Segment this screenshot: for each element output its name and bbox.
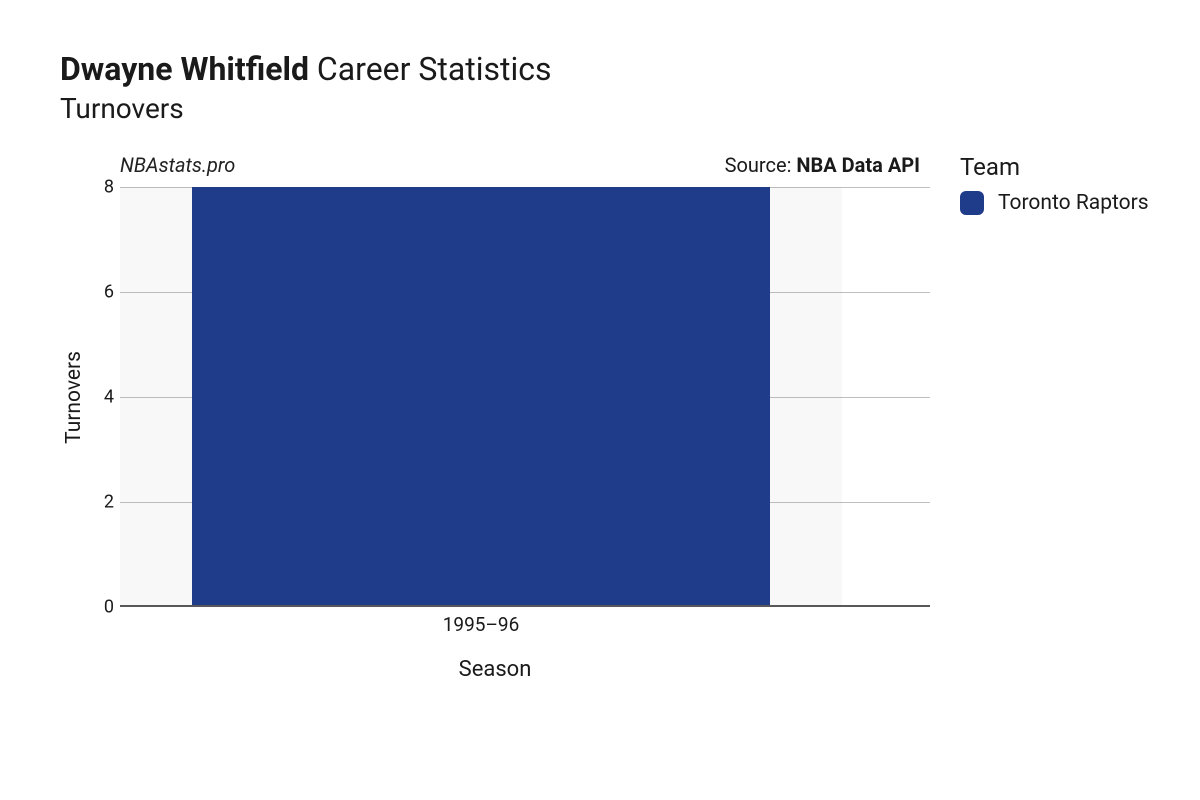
source-value: NBA Data API: [796, 153, 920, 177]
chart-container: Dwayne Whitfield Career Statistics Turno…: [0, 0, 1200, 722]
plot-row: Turnovers 02468: [60, 187, 930, 607]
x-axis-label: Season: [60, 657, 870, 682]
y-tick-label: 4: [104, 387, 114, 408]
y-tick-label: 6: [104, 282, 114, 303]
legend-swatch: [960, 191, 984, 215]
right-tick: [842, 502, 930, 503]
legend-item: Toronto Raptors: [960, 191, 1149, 215]
chart-body: NBAstats.pro Source: NBA Data API Turnov…: [60, 153, 1160, 682]
x-tick-label: 1995–96: [443, 613, 520, 636]
y-axis-ticks: 02468: [88, 187, 120, 607]
legend-label: Toronto Raptors: [998, 191, 1149, 215]
chart-main: NBAstats.pro Source: NBA Data API Turnov…: [60, 153, 930, 682]
title-suffix: Career Statistics: [309, 50, 552, 88]
y-axis-label-col: Turnovers: [60, 187, 88, 607]
source-label: Source:: [725, 153, 797, 177]
right-tick: [842, 187, 930, 188]
right-tick: [842, 292, 930, 293]
right-tick: [842, 397, 930, 398]
right-tick-frame: [842, 187, 930, 607]
legend: Team Toronto Raptors: [930, 153, 1149, 215]
title-player-name: Dwayne Whitfield: [60, 50, 309, 88]
watermark-text: NBAstats.pro: [120, 153, 235, 177]
plot-area: [120, 187, 930, 607]
y-axis-label: Turnovers: [62, 351, 86, 444]
y-tick-label: 2: [104, 492, 114, 513]
legend-title: Team: [960, 153, 1149, 181]
bar: [192, 187, 770, 605]
chart-subtitle: Turnovers: [60, 92, 1160, 125]
source-text: Source: NBA Data API: [725, 153, 920, 177]
legend-items: Toronto Raptors: [960, 191, 1149, 215]
x-axis-ticks: 1995–96: [60, 607, 870, 637]
chart-annotations: NBAstats.pro Source: NBA Data API: [60, 153, 930, 177]
y-tick-label: 8: [104, 177, 114, 198]
chart-title: Dwayne Whitfield Career Statistics: [60, 50, 1160, 88]
